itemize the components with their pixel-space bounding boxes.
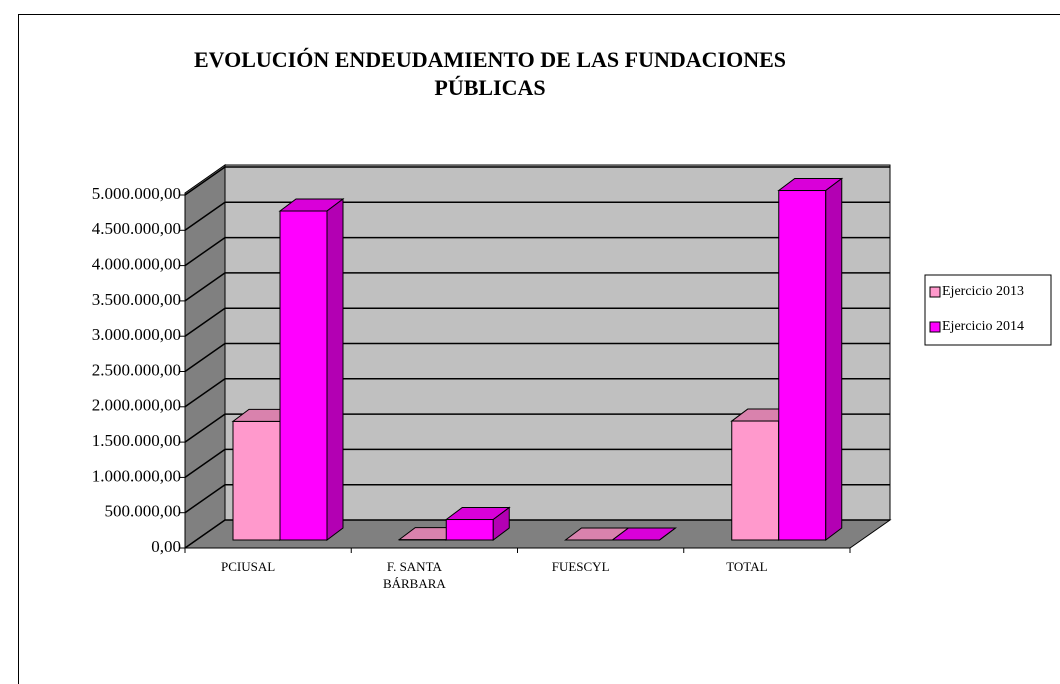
bar xyxy=(611,527,677,541)
bar-front xyxy=(731,420,780,541)
x-tick-label: F. SANTA BÁRBARA xyxy=(383,559,446,591)
bar xyxy=(278,198,345,541)
grid-line xyxy=(184,272,890,302)
grid-line xyxy=(184,307,890,337)
y-tick-label: 500.000,00 xyxy=(105,502,182,521)
bar xyxy=(777,177,844,541)
grid-line xyxy=(184,236,890,267)
y-tick-label: 4.000.000,00 xyxy=(92,255,181,274)
side-wall xyxy=(184,164,226,549)
y-tick-label: 0,00 xyxy=(151,537,181,556)
bar-front xyxy=(778,190,827,541)
bar-front xyxy=(279,210,328,541)
x-tick-label: PCIUSAL xyxy=(221,559,275,574)
grid-line xyxy=(184,483,890,514)
bar xyxy=(444,506,511,541)
legend-label: Ejercicio 2013 xyxy=(942,284,1024,299)
x-tick-label: TOTAL xyxy=(726,559,767,574)
grid-line xyxy=(184,378,890,408)
legend-swatch xyxy=(929,286,941,298)
bar-front xyxy=(232,420,281,541)
bar-side xyxy=(825,177,843,541)
grid-line xyxy=(184,166,890,196)
grid-line xyxy=(184,342,890,373)
bar-side xyxy=(492,506,510,541)
y-tick-label: 1.000.000,00 xyxy=(92,466,181,485)
y-tick-label: 2.500.000,00 xyxy=(92,360,181,379)
legend-swatch xyxy=(929,321,941,333)
x-tick-label: FUESCYL xyxy=(552,559,610,574)
bar-front xyxy=(445,519,494,541)
bar-side xyxy=(659,527,676,541)
y-tick-label: 4.500.000,00 xyxy=(92,219,181,238)
y-tick-label: 3.500.000,00 xyxy=(92,290,181,309)
grid-line xyxy=(184,413,890,443)
legend-box xyxy=(924,274,1052,346)
bar-side xyxy=(326,198,344,541)
y-tick-label: 1.500.000,00 xyxy=(92,431,181,450)
legend-label: Ejercicio 2014 xyxy=(942,319,1024,334)
y-tick-label: 2.000.000,00 xyxy=(92,396,181,415)
grid-line xyxy=(184,519,890,549)
y-tick-label: 5.000.000,00 xyxy=(92,184,181,203)
chart-title: EVOLUCIÓN ENDEUDAMIENTO DE LAS FUNDACION… xyxy=(194,47,786,100)
grid-line xyxy=(184,201,890,231)
y-tick-label: 3.000.000,00 xyxy=(92,325,181,344)
grid-line xyxy=(184,448,890,479)
